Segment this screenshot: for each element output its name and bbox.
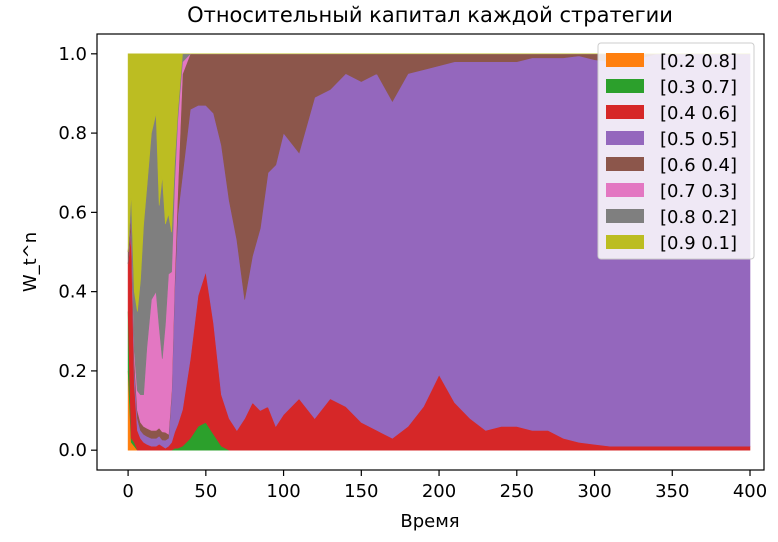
y-tick-label: 0.8: [58, 123, 87, 144]
legend-label: [0.6 0.4]: [660, 155, 737, 176]
x-tick-label: 150: [344, 481, 378, 502]
y-tick-label: 0.4: [58, 282, 87, 303]
legend-label: [0.9 0.1]: [660, 233, 737, 254]
x-tick-label: 50: [194, 481, 217, 502]
y-axis-ticks: 0.0 0.2 0.4 0.6 0.8 1.0: [58, 44, 97, 461]
legend-box: [597, 42, 755, 260]
x-axis-ticks: 0 50 100 150 200 250 300 350 400: [122, 470, 767, 502]
chart-title: Относительный капитал каждой стратегии: [187, 3, 673, 27]
legend-swatch: [606, 183, 644, 197]
legend-label: [0.8 0.2]: [660, 207, 737, 228]
legend-swatch: [606, 53, 644, 67]
x-tick-label: 100: [266, 481, 300, 502]
legend-label: [0.7 0.3]: [660, 181, 737, 202]
y-tick-label: 0.6: [58, 202, 87, 223]
legend-swatch: [606, 209, 644, 223]
x-tick-label: 350: [655, 481, 689, 502]
x-tick-label: 250: [500, 481, 534, 502]
legend-swatch: [606, 105, 644, 119]
x-tick-label: 0: [122, 481, 133, 502]
x-axis-label: Время: [400, 511, 459, 532]
legend: [0.2 0.8] [0.3 0.7] [0.4 0.6] [0.5 0.5] [0.6…: [597, 42, 755, 260]
legend-label: [0.4 0.6]: [660, 103, 737, 124]
legend-swatch: [606, 157, 644, 171]
y-tick-label: 0.0: [58, 440, 87, 461]
legend-label: [0.2 0.8]: [660, 51, 737, 72]
legend-swatch: [606, 131, 644, 145]
x-tick-label: 300: [577, 481, 611, 502]
legend-swatch: [606, 79, 644, 93]
legend-swatch: [606, 235, 644, 249]
plot-area: [96, 33, 765, 471]
x-tick-label: 400: [733, 481, 767, 502]
x-tick-label: 200: [422, 481, 456, 502]
y-tick-label: 0.2: [58, 361, 87, 382]
legend-label: [0.3 0.7]: [660, 77, 737, 98]
plot-frame: [96, 33, 765, 471]
y-tick-label: 1.0: [58, 44, 87, 65]
y-axis-label: W_t^n: [20, 232, 41, 292]
legend-label: [0.5 0.5]: [660, 129, 737, 150]
